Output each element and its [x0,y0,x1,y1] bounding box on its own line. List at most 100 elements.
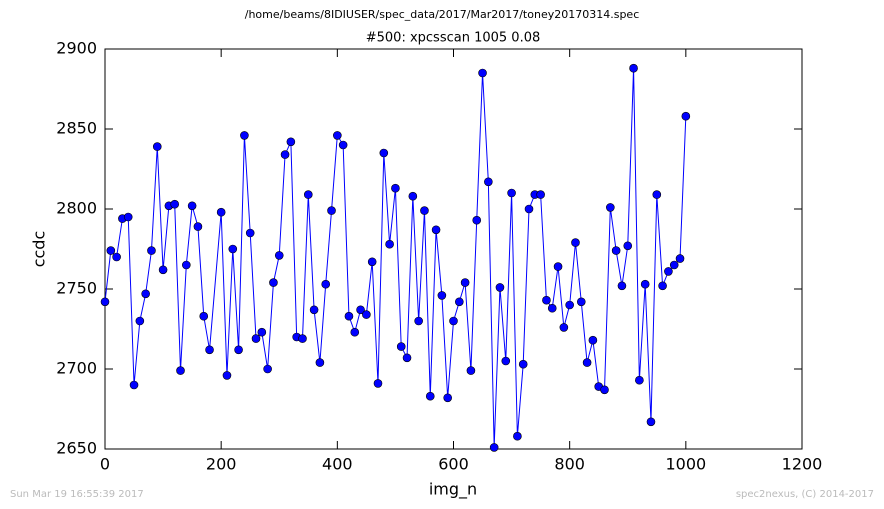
data-point [600,385,609,395]
data-point [664,267,673,276]
data-point [460,278,470,287]
data-point [222,371,232,380]
y-tick-label: 2700 [56,359,97,378]
data-point [350,327,360,337]
data-point [379,148,389,158]
data-point [559,323,569,332]
data-point [484,177,493,187]
data-point [402,353,412,363]
data-point [396,342,406,351]
data-point [681,111,691,121]
data-point [425,391,435,401]
data-point [606,203,615,212]
suptitle: /home/beams/8IDIUSER/spec_data/2017/Mar2… [245,8,640,21]
data-point [205,345,214,355]
data-point [373,379,383,388]
data-point [507,188,516,198]
data-point [135,316,145,326]
data-point [518,359,528,369]
x-tick-label: 800 [554,455,585,474]
data-point [309,305,319,315]
data-point [669,260,679,270]
data-point [646,417,656,427]
data-point [333,131,342,140]
data-point [187,201,197,211]
data-point [327,206,336,215]
x-axis-label: img_n [429,480,477,500]
data-point [542,295,551,305]
data-point [524,204,534,214]
data-point [547,303,557,313]
data-point [269,278,278,287]
data-point [652,190,662,199]
data-point [263,364,272,374]
data-point [152,142,162,151]
data-point [280,150,290,159]
data-point [338,140,348,150]
data-point [274,251,284,260]
data-point [385,239,394,249]
data-point [466,366,476,375]
data-point [158,265,168,275]
data-point [571,238,580,247]
data-point [176,366,185,375]
data-point [240,131,249,140]
footer-left: Sun Mar 19 16:55:39 2017 [10,489,144,500]
data-point [321,279,331,289]
data-point [257,327,267,337]
y-tick-label: 2750 [56,279,97,298]
y-tick-label: 2850 [56,119,97,138]
data-point [513,431,522,441]
data-point [123,212,133,222]
data-point [245,228,255,238]
data-point [147,246,156,255]
x-tick-label: 1000 [665,455,706,474]
data-point [356,305,365,315]
data-point [629,63,638,73]
y-tick-label: 2650 [56,439,97,458]
y-tick-label: 2800 [56,199,97,218]
data-point [553,262,563,271]
data-point [228,244,238,254]
data-point [251,334,261,343]
data-point [478,68,487,78]
data-point [675,254,685,263]
x-tick-label: 200 [206,455,237,474]
data-point [635,375,644,385]
data-point [449,316,458,326]
data-point [234,345,243,355]
data-point [536,190,545,199]
data-point [182,260,191,270]
data-point [443,393,452,403]
data-point [611,246,621,255]
data-point [367,257,377,267]
y-tick-label: 2900 [56,39,97,58]
data-point [617,281,627,291]
data-point [315,358,325,367]
data-point [588,335,598,345]
data-point [199,311,209,321]
data-point [495,283,505,292]
data-point [112,252,121,262]
data-point [455,297,464,307]
data-point [100,297,110,307]
y-axis-label: ccdc [30,231,49,268]
x-tick-label: 0 [100,455,110,474]
data-point [640,279,650,289]
data-point [391,183,400,193]
data-point [141,289,150,299]
x-tick-label: 400 [322,455,353,474]
data-point [216,207,226,217]
x-tick-label: 1200 [782,455,823,474]
data-point [298,334,307,343]
data-point [501,356,511,366]
data-point [193,222,203,231]
data-point [129,380,139,390]
data-point [408,191,418,201]
data-point [623,241,633,251]
data-point [576,297,586,307]
data-point [437,291,447,300]
data-point [362,310,371,319]
x-tick-label: 600 [438,455,469,474]
data-point [303,190,313,199]
